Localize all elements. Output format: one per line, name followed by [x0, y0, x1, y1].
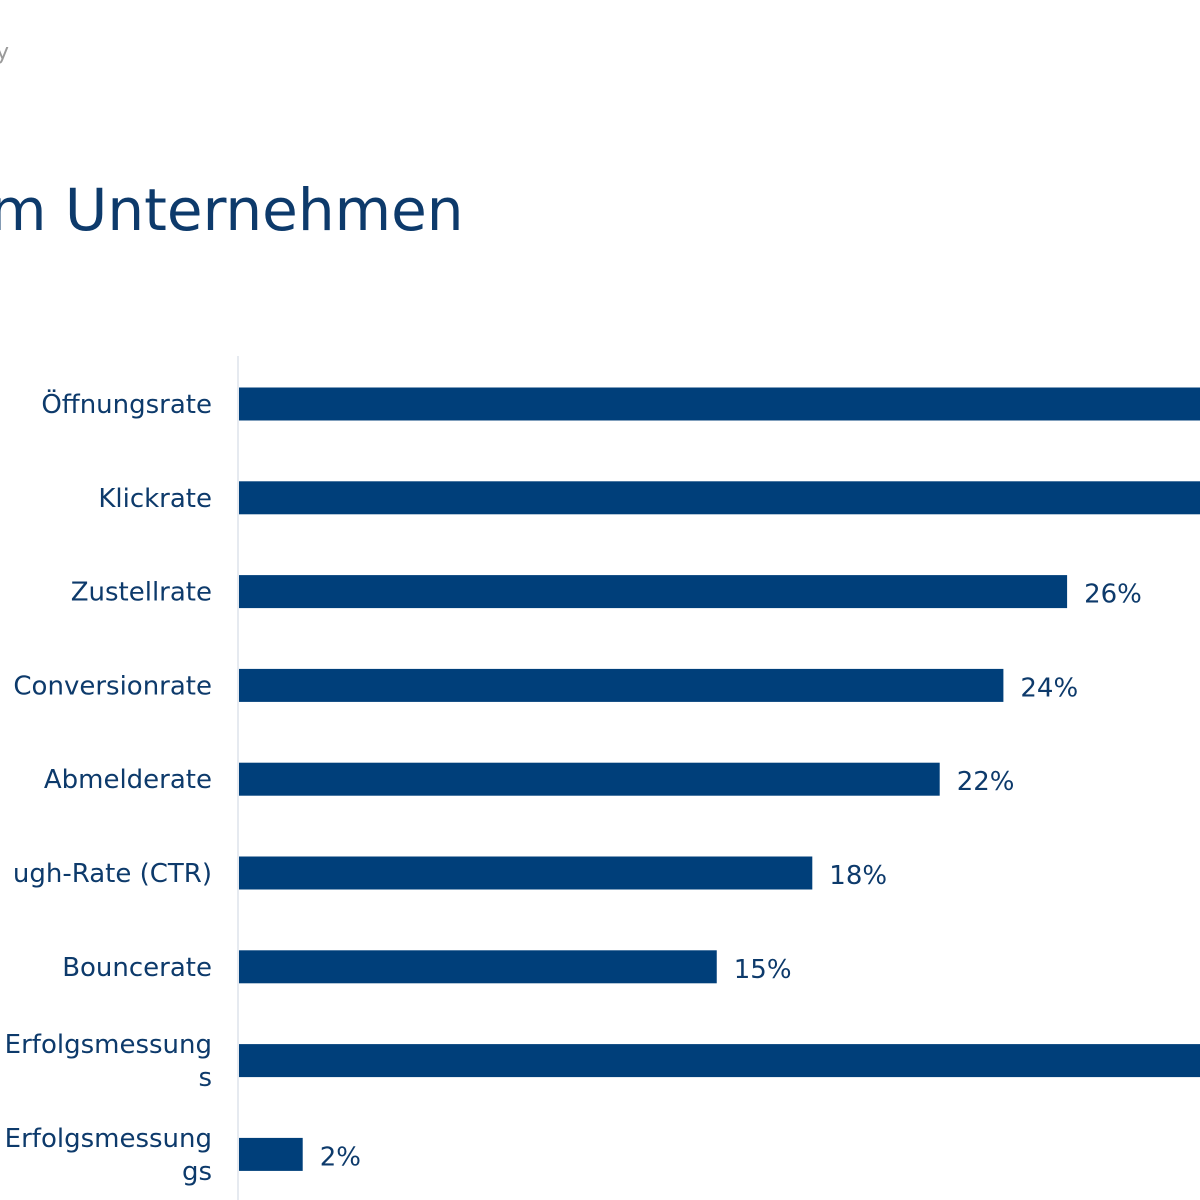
value-label: 15% — [734, 955, 792, 985]
value-label: 24% — [1020, 673, 1078, 703]
category-label: Abmelderate — [44, 765, 212, 795]
chart-title: m Unternehmen — [0, 176, 464, 244]
bar — [239, 1044, 1200, 1078]
value-label: 26% — [1084, 580, 1142, 610]
category-label: ugh-Rate (CTR) — [13, 859, 212, 889]
bar — [239, 481, 1200, 515]
category-label: Bouncerate — [62, 953, 212, 983]
bar — [239, 387, 1200, 421]
value-label: 22% — [957, 767, 1015, 797]
category-label: Erfolgsmessung s — [5, 1030, 212, 1093]
category-label: Conversionrate — [13, 671, 212, 701]
category-label: Klickrate — [98, 484, 212, 514]
value-label: 18% — [829, 861, 887, 891]
bar — [239, 1137, 303, 1171]
category-label: Öffnungsrate — [41, 388, 212, 420]
category-label: Erfolgsmessung gs — [5, 1124, 212, 1187]
bar — [239, 762, 940, 796]
bar — [239, 950, 717, 984]
category-label: Zustellrate — [71, 578, 212, 608]
bar — [239, 575, 1068, 609]
header-fragment: y — [0, 40, 10, 65]
value-label: 2% — [320, 1142, 361, 1172]
bar — [239, 856, 813, 890]
bar — [239, 668, 1004, 702]
